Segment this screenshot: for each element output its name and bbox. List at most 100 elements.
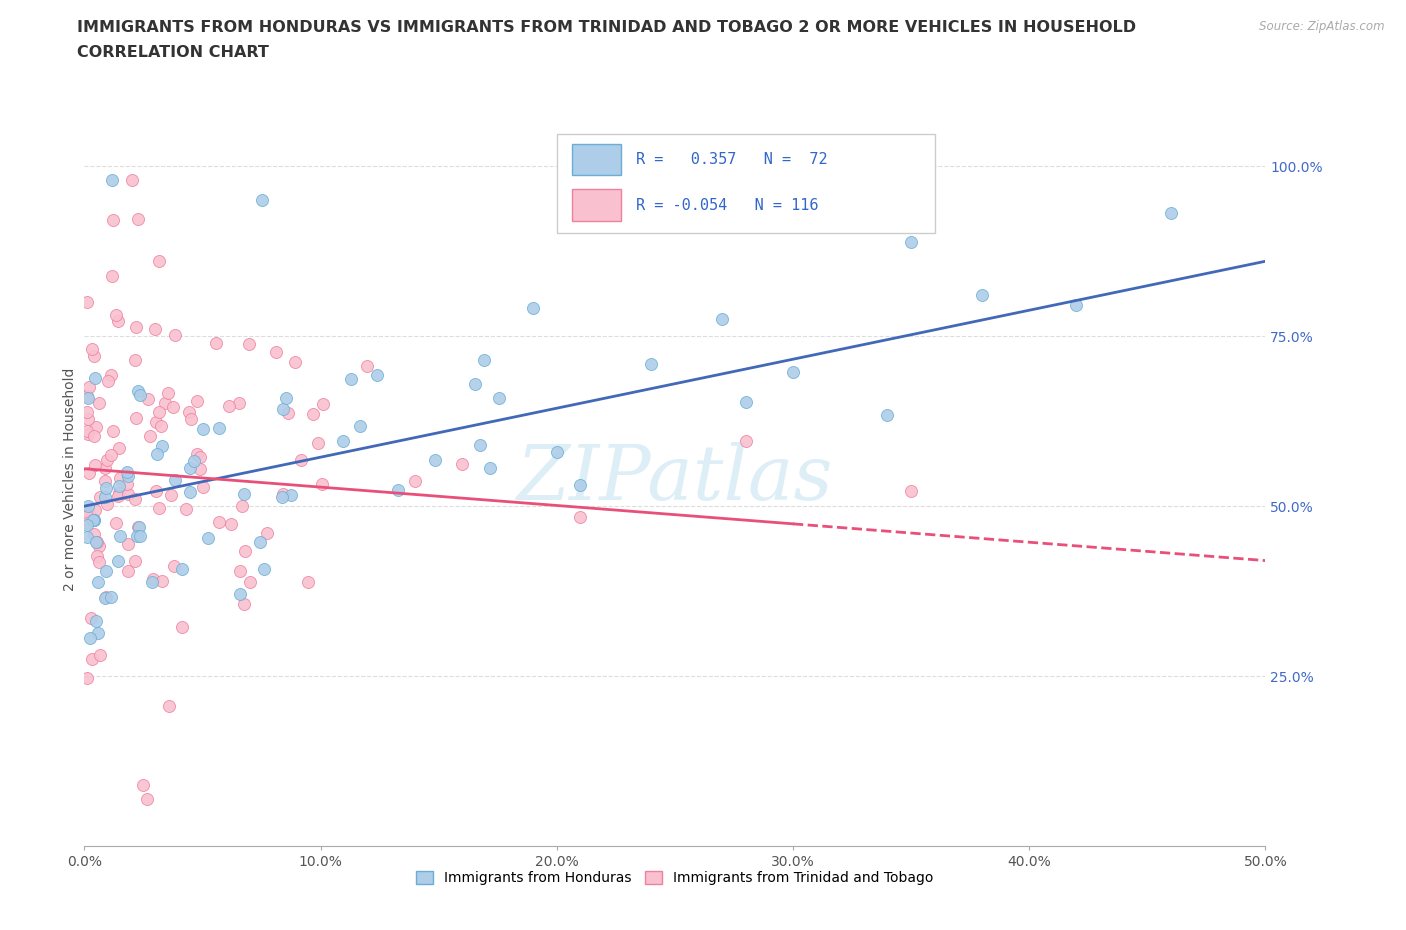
Point <box>108 471 131 485</box>
Point <box>117 537 139 551</box>
Point <box>238 337 260 352</box>
Point <box>128 528 150 543</box>
Point <box>146 446 169 461</box>
Point <box>76 518 98 533</box>
Point <box>76 530 98 545</box>
Point <box>76 389 98 404</box>
Point <box>87 538 110 553</box>
Point <box>83 512 105 527</box>
Point <box>87 626 110 641</box>
Point <box>174 501 197 516</box>
Point <box>135 791 157 806</box>
Point <box>83 429 105 444</box>
Point <box>100 447 122 462</box>
Point <box>107 485 129 500</box>
Point <box>464 376 486 391</box>
Point <box>356 359 378 374</box>
Point <box>191 422 214 437</box>
Point <box>80 512 103 527</box>
Point <box>155 395 177 410</box>
Point <box>1160 206 1182 220</box>
Point <box>82 512 104 527</box>
Point <box>231 498 253 513</box>
Point <box>127 528 149 543</box>
Point <box>349 418 371 433</box>
Point <box>89 647 111 662</box>
Point <box>276 391 298 405</box>
Point <box>127 384 149 399</box>
Point <box>145 484 167 498</box>
Point <box>94 490 117 505</box>
Point <box>219 517 242 532</box>
Point <box>84 503 107 518</box>
Point <box>107 553 129 568</box>
Point <box>82 651 104 666</box>
Point <box>105 308 128 323</box>
Point <box>84 370 107 385</box>
Point <box>208 420 231 435</box>
Point <box>229 564 252 578</box>
Text: IMMIGRANTS FROM HONDURAS VS IMMIGRANTS FROM TRINIDAD AND TOBAGO 2 OR MORE VEHICL: IMMIGRANTS FROM HONDURAS VS IMMIGRANTS F… <box>77 20 1136 35</box>
Point <box>96 497 118 512</box>
Point <box>148 254 170 269</box>
Point <box>93 473 115 488</box>
Point <box>186 446 208 461</box>
Point <box>124 491 146 506</box>
Point <box>117 468 139 483</box>
Point <box>162 400 184 415</box>
Point <box>170 562 193 577</box>
Point <box>94 480 117 495</box>
Text: CORRELATION CHART: CORRELATION CHART <box>77 45 269 60</box>
Point <box>488 391 510 405</box>
Point <box>76 509 98 524</box>
Point <box>127 211 149 226</box>
Point <box>307 435 329 450</box>
Point <box>157 385 180 400</box>
Point <box>312 397 335 412</box>
Point <box>208 514 231 529</box>
Point <box>472 352 495 367</box>
Point <box>782 365 804 379</box>
Point <box>193 480 215 495</box>
Point <box>179 485 201 499</box>
Point <box>425 452 447 467</box>
Point <box>900 484 922 498</box>
Point <box>89 395 111 410</box>
Point <box>228 395 250 410</box>
Point <box>232 596 254 611</box>
Point <box>188 462 211 477</box>
Point <box>86 549 108 564</box>
Point <box>86 535 108 550</box>
Point <box>900 235 922 250</box>
Point <box>107 313 129 328</box>
Point <box>76 423 98 438</box>
Point <box>149 418 172 433</box>
Point <box>256 525 278 540</box>
Point <box>311 477 333 492</box>
Point <box>1066 298 1088 312</box>
Point <box>569 477 592 492</box>
Point <box>128 519 150 534</box>
Point <box>163 327 186 342</box>
Point <box>218 399 240 414</box>
Point <box>143 322 166 337</box>
Point <box>83 526 105 541</box>
Point <box>76 295 98 310</box>
Point <box>141 575 163 590</box>
Point <box>522 301 544 316</box>
Point <box>107 489 129 504</box>
Point <box>163 559 186 574</box>
Point <box>148 405 170 419</box>
Point <box>711 312 734 326</box>
Point <box>100 590 122 604</box>
Point <box>186 394 208 409</box>
Point <box>80 341 103 356</box>
Point <box>277 405 299 420</box>
Point <box>139 428 162 443</box>
Point <box>297 575 319 590</box>
Point <box>84 614 107 629</box>
Point <box>970 288 993 303</box>
Point <box>83 458 105 472</box>
Point <box>145 415 167 430</box>
Point <box>77 498 100 513</box>
